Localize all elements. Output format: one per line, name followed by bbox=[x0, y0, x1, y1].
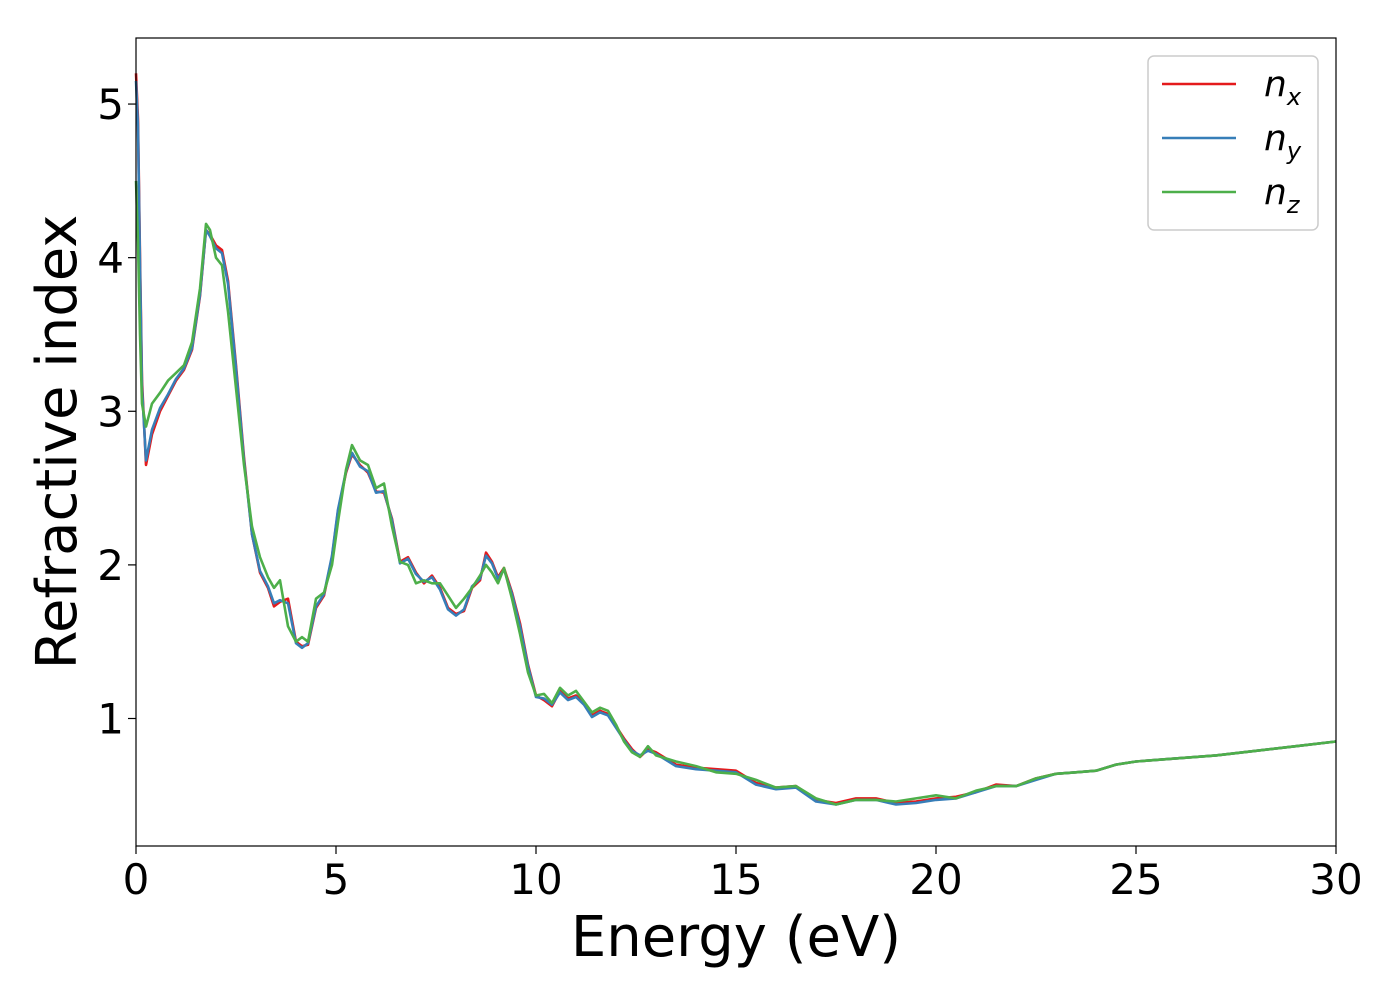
y-tick-label: 3 bbox=[97, 387, 124, 436]
x-tick-label: 20 bbox=[909, 855, 962, 904]
legend-label-base: n bbox=[1264, 118, 1287, 159]
legend-label-subscript: x bbox=[1286, 83, 1302, 111]
x-tick-label: 25 bbox=[1109, 855, 1162, 904]
y-axis-title: Refractive index bbox=[25, 215, 90, 670]
y-tick-label: 4 bbox=[97, 234, 124, 283]
y-axis-ticks: 1 2 3 4 5 bbox=[97, 80, 136, 744]
x-tick-label: 10 bbox=[509, 855, 562, 904]
legend-box bbox=[1147, 55, 1319, 231]
series-lines bbox=[134, 73, 1337, 806]
series-line-z bbox=[134, 180, 1337, 806]
legend-label-z: nz bbox=[1264, 172, 1301, 219]
legend-label-x: nx bbox=[1264, 64, 1302, 111]
x-axis-title: Energy (eV) bbox=[571, 905, 901, 970]
x-tick-label: 30 bbox=[1309, 855, 1362, 904]
legend-label-y: ny bbox=[1264, 118, 1302, 165]
legend-label-subscript: z bbox=[1286, 191, 1301, 219]
x-tick-label: 15 bbox=[709, 855, 762, 904]
y-tick-label: 2 bbox=[97, 541, 124, 590]
x-tick-label: 0 bbox=[123, 855, 150, 904]
x-tick-label: 5 bbox=[323, 855, 350, 904]
x-axis-ticks: 0 5 10 15 20 25 30 bbox=[123, 846, 1363, 904]
legend-label-base: n bbox=[1264, 64, 1287, 105]
legend-label-base: n bbox=[1264, 172, 1287, 213]
y-tick-label: 5 bbox=[97, 80, 124, 129]
y-tick-label: 1 bbox=[97, 695, 124, 744]
series-line-y bbox=[134, 80, 1337, 806]
legend-label-subscript: y bbox=[1286, 137, 1302, 165]
